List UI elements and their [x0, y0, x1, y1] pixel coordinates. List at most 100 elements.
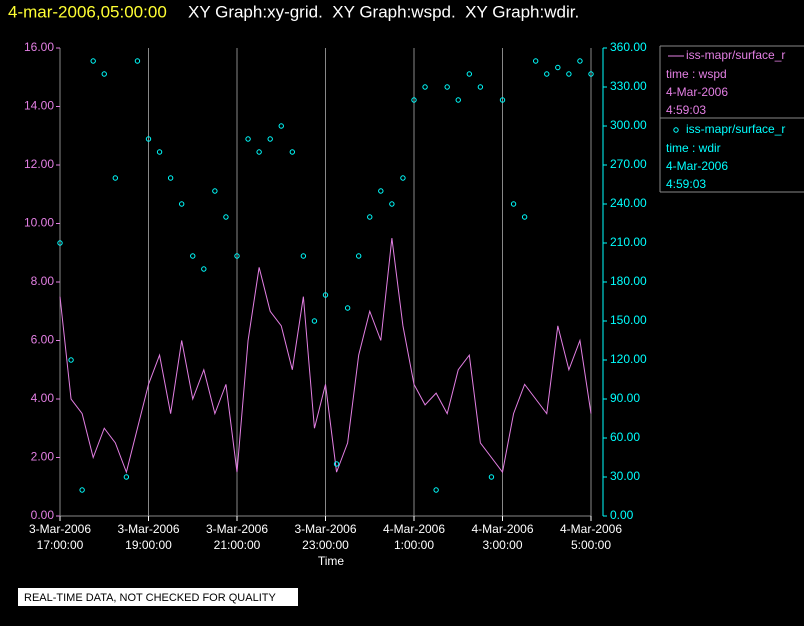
legend-name: iss-mapr/surface_r [686, 122, 785, 136]
y2-tick-label: 90.00 [610, 391, 640, 405]
wdir-point [577, 58, 583, 64]
wdir-point [333, 461, 340, 467]
footer-box [18, 588, 298, 606]
y-tick-label: 0.00 [31, 508, 55, 522]
wdir-point [167, 175, 174, 181]
wdir-point [355, 253, 362, 259]
legend-detail: time : wspd [666, 67, 727, 81]
wdir-point [178, 201, 185, 207]
x-tick-label: 4-Mar-2006 [471, 522, 533, 536]
y-tick-label: 12.00 [24, 157, 54, 171]
wdir-point [400, 175, 406, 181]
legend-swatch [673, 127, 679, 133]
wdir-point [112, 175, 119, 181]
x-tick-label: 4-Mar-2006 [560, 522, 622, 536]
wdir-point [311, 318, 318, 324]
y2-tick-label: 150.00 [610, 313, 647, 327]
x-tick-label: 3-Mar-2006 [29, 522, 91, 536]
y2-tick-label: 120.00 [610, 352, 647, 366]
y2-tick-label: 210.00 [610, 235, 647, 249]
legend-detail: 4-Mar-2006 [666, 85, 728, 99]
wspd-line [59, 238, 592, 474]
wdir-point [378, 188, 384, 194]
wdir-point [289, 149, 296, 155]
x-tick-label: 5:00:00 [571, 538, 611, 552]
wdir-point [300, 253, 307, 259]
y2-tick-label: 300.00 [610, 118, 647, 132]
y-tick-label: 8.00 [31, 274, 55, 288]
chart-title: 4-mar-2006,05:00:00 [8, 2, 167, 21]
wdir-point [90, 58, 96, 64]
y-tick-label: 10.00 [24, 216, 54, 230]
wdir-point [123, 474, 130, 480]
wdir-point [322, 292, 329, 298]
chart-subtitle: XY Graph:xy-grid. XY Graph:wspd. XY Grap… [188, 2, 579, 21]
wdir-point [389, 201, 395, 207]
wdir-point [79, 487, 85, 493]
wdir-point [223, 214, 229, 220]
wdir-point [532, 58, 539, 64]
wdir-point [344, 305, 351, 311]
wdir-point [466, 71, 473, 77]
y2-tick-label: 330.00 [610, 79, 647, 93]
y2-tick-label: 180.00 [610, 274, 647, 288]
y-tick-label: 4.00 [31, 391, 55, 405]
x-tick-label: 3:00:00 [482, 538, 522, 552]
y2-tick-label: 270.00 [610, 157, 647, 171]
wdir-point [156, 149, 163, 155]
wdir-point [212, 188, 218, 194]
wdir-point [267, 136, 273, 142]
wdir-point [588, 71, 594, 77]
x-tick-label: 21:00:00 [214, 538, 261, 552]
wdir-point [145, 136, 152, 142]
wdir-point [367, 214, 373, 220]
x-tick-label: 1:00:00 [394, 538, 434, 552]
wdir-point [57, 240, 63, 246]
y2-tick-label: 30.00 [610, 469, 640, 483]
legend-detail: time : wdir [666, 141, 721, 155]
y2-tick-label: 60.00 [610, 430, 640, 444]
y-tick-label: 2.00 [31, 450, 55, 464]
wdir-point [101, 71, 107, 77]
wdir-point [134, 58, 141, 64]
wdir-point [455, 97, 461, 103]
wdir-point [278, 123, 284, 129]
wdir-point [422, 84, 428, 90]
wdir-point [555, 64, 561, 71]
x-tick-label: 3-Mar-2006 [117, 522, 179, 536]
legend-detail: 4:59:03 [666, 177, 706, 191]
wdir-point [566, 71, 572, 77]
wdir-point [444, 84, 450, 90]
y-tick-label: 14.00 [24, 99, 54, 113]
wdir-point [544, 71, 550, 77]
wdir-point [411, 97, 417, 103]
wdir-point [190, 253, 196, 259]
x-tick-label: 3-Mar-2006 [294, 522, 356, 536]
y2-tick-label: 360.00 [610, 40, 647, 54]
legend-detail: 4:59:03 [666, 103, 706, 117]
wdir-point [68, 357, 74, 363]
y-tick-label: 16.00 [24, 40, 54, 54]
wdir-point [201, 266, 207, 272]
x-tick-label: 17:00:00 [37, 538, 84, 552]
legend-detail: 4-Mar-2006 [666, 159, 728, 173]
y2-tick-label: 0.00 [610, 508, 634, 522]
wdir-point [477, 84, 484, 90]
wdir-point [245, 136, 251, 142]
x-tick-label: 4-Mar-2006 [383, 522, 445, 536]
x-axis-label: Time [318, 554, 345, 568]
wdir-point [510, 201, 517, 207]
y2-tick-label: 240.00 [610, 196, 647, 210]
wdir-point [521, 214, 528, 220]
wdir-point [433, 487, 439, 493]
x-tick-label: 23:00:00 [302, 538, 349, 552]
footer: REAL-TIME DATA, NOT CHECKED FOR QUALITY [24, 592, 276, 604]
wdir-point [256, 149, 262, 155]
wdir-point [499, 97, 506, 103]
x-tick-label: 3-Mar-2006 [206, 522, 268, 536]
y-tick-label: 6.00 [31, 333, 55, 347]
wdir-point [234, 253, 240, 259]
legend-name: iss-mapr/surface_r [686, 48, 785, 62]
